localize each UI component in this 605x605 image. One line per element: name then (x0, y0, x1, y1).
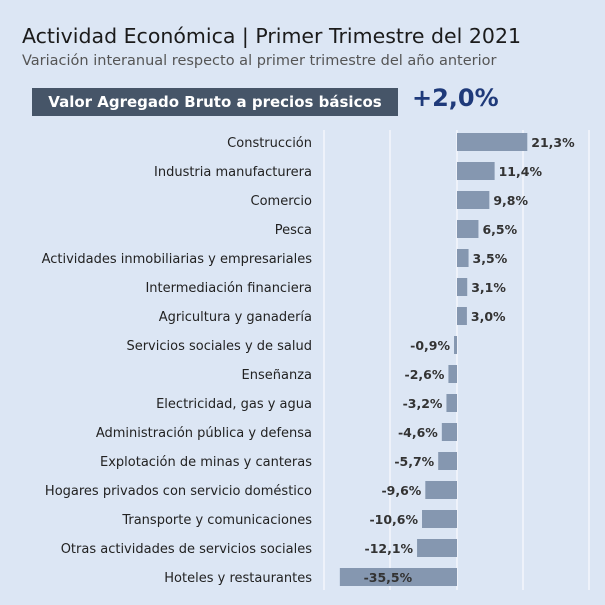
category-label: Actividades inmobiliarias y empresariale… (42, 252, 313, 267)
bar (457, 307, 467, 325)
data-label: -3,2% (403, 396, 443, 411)
category-label: Hoteles y restaurantes (164, 571, 312, 586)
category-label: Comercio (251, 194, 313, 209)
bar (422, 510, 457, 528)
bar (438, 452, 457, 470)
bar (448, 365, 457, 383)
data-label: -0,9% (410, 338, 450, 353)
data-label: -5,7% (394, 454, 434, 469)
data-label: -9,6% (381, 483, 421, 498)
category-label: Electricidad, gas y agua (156, 397, 312, 412)
bar (457, 249, 469, 267)
data-label: 11,4% (499, 164, 543, 179)
data-label: 21,3% (531, 135, 575, 150)
chart-subtitle: Variación interanual respecto al primer … (22, 53, 497, 69)
bar (457, 133, 528, 151)
data-label: -10,6% (369, 512, 418, 527)
chart-title: Actividad Económica | Primer Trimestre d… (22, 24, 522, 48)
summary-value: +2,0% (412, 84, 499, 112)
data-label: 3,1% (471, 280, 506, 295)
data-label: 3,0% (471, 309, 506, 324)
category-label: Industria manufacturera (154, 165, 312, 180)
category-label: Pesca (275, 223, 312, 238)
category-label: Agricultura y ganadería (159, 310, 312, 325)
bar (417, 539, 457, 557)
bar (457, 162, 495, 180)
bar (457, 278, 468, 296)
data-label: -2,6% (405, 367, 445, 382)
data-label: 6,5% (482, 222, 517, 237)
summary-label-badge: Valor Agregado Bruto a precios básicos (32, 88, 398, 116)
category-label: Explotación de minas y canteras (100, 455, 312, 470)
data-label: -35,5% (364, 570, 413, 585)
category-label: Hogares privados con servicio doméstico (45, 484, 312, 499)
bar (425, 481, 457, 499)
bar (454, 336, 457, 354)
data-label: -4,6% (398, 425, 438, 440)
category-label: Intermediación financiera (145, 281, 312, 296)
data-label: -12,1% (365, 541, 414, 556)
data-label: 9,8% (493, 193, 528, 208)
category-label: Administración pública y defensa (96, 426, 312, 441)
category-label: Transporte y comunicaciones (121, 513, 312, 528)
data-label: 3,5% (473, 251, 508, 266)
bar (457, 191, 490, 209)
category-label: Servicios sociales y de salud (126, 339, 312, 354)
category-label: Construcción (227, 136, 312, 151)
bar (446, 394, 457, 412)
category-label: Otras actividades de servicios sociales (61, 542, 313, 557)
bar (457, 220, 479, 238)
bar (339, 568, 457, 586)
bar (441, 423, 457, 441)
category-label: Enseñanza (242, 368, 312, 383)
